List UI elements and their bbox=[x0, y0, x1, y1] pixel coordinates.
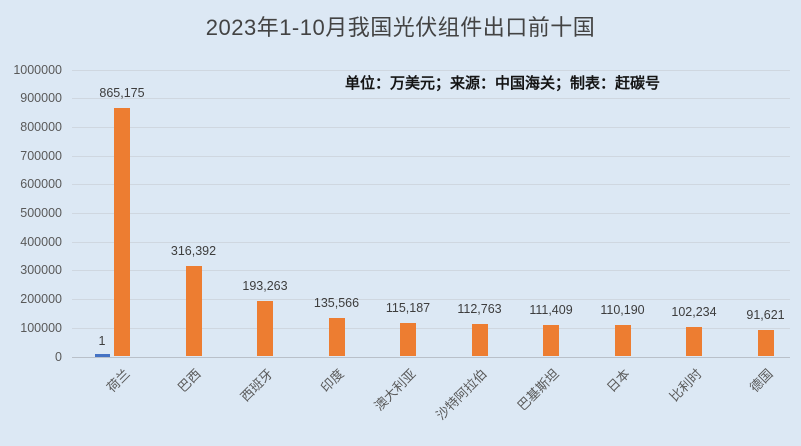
bar-marker-label: 1 bbox=[98, 334, 106, 348]
bar-0 bbox=[114, 108, 130, 357]
gridline bbox=[72, 299, 790, 301]
y-tick-label: 600000 bbox=[20, 177, 62, 192]
bar-value-label: 91,621 bbox=[746, 308, 785, 323]
bar-value-label: 135,566 bbox=[313, 295, 360, 310]
bar-3 bbox=[328, 317, 345, 357]
x-category-label: 巴西 bbox=[175, 366, 205, 396]
y-tick-label: 800000 bbox=[20, 119, 62, 134]
bar-6 bbox=[543, 324, 559, 357]
bar-value-label: 115,187 bbox=[385, 301, 431, 316]
y-tick-label: 100000 bbox=[20, 320, 62, 335]
bar-2 bbox=[257, 301, 273, 357]
bar-4 bbox=[400, 323, 416, 357]
y-tick-label: 300000 bbox=[20, 263, 62, 278]
gridline bbox=[72, 327, 790, 329]
gridline bbox=[72, 213, 790, 214]
x-category-label: 巴基斯坦 bbox=[514, 366, 562, 414]
x-category-label: 沙特阿拉伯 bbox=[433, 366, 491, 423]
bar-value-label: 316,392 bbox=[170, 243, 217, 258]
y-tick-label: 900000 bbox=[20, 91, 62, 106]
bar-marker-0 bbox=[94, 354, 110, 357]
x-category-label: 印度 bbox=[318, 366, 348, 396]
bar-value-label: 193,263 bbox=[242, 279, 288, 294]
y-tick-label: 0 bbox=[55, 349, 62, 364]
gridline bbox=[72, 270, 790, 272]
gridline bbox=[72, 155, 790, 157]
y-tick-label: 1000000 bbox=[13, 62, 62, 77]
gridline bbox=[72, 98, 790, 100]
gridline bbox=[72, 184, 790, 186]
x-category-label: 日本 bbox=[604, 366, 634, 396]
y-tick-label: 500000 bbox=[20, 206, 62, 220]
x-category-label: 西班牙 bbox=[237, 366, 276, 405]
chart-title: 2023年1-10月我国光伏组件出口前十国 bbox=[205, 15, 596, 40]
bar-value-label: 111,409 bbox=[529, 302, 573, 317]
x-category-label: 德国 bbox=[747, 366, 777, 396]
bar-value-label: 865,175 bbox=[99, 86, 145, 101]
bar-value-label: 110,190 bbox=[600, 302, 645, 317]
chart-subtitle: 单位：万美元；来源：中国海关；制表：赶碳号 bbox=[345, 75, 661, 92]
bar-value-label: 112,763 bbox=[457, 302, 502, 317]
y-tick-label: 700000 bbox=[20, 148, 62, 163]
y-tick-label: 400000 bbox=[20, 234, 62, 249]
bar-1 bbox=[185, 265, 202, 357]
gridline bbox=[72, 126, 790, 128]
gridline bbox=[72, 241, 790, 243]
x-axis-line bbox=[72, 356, 790, 358]
y-tick-label: 200000 bbox=[20, 292, 62, 307]
gridline bbox=[72, 69, 790, 71]
bar-8 bbox=[686, 327, 702, 357]
bar-9 bbox=[757, 330, 774, 357]
bar-value-label: 102,234 bbox=[671, 305, 717, 320]
bar-7 bbox=[614, 324, 631, 357]
x-category-label: 澳大利亚 bbox=[371, 366, 419, 414]
bar-5 bbox=[471, 324, 488, 357]
x-category-label: 比利时 bbox=[666, 366, 705, 405]
x-category-label: 荷兰 bbox=[103, 366, 133, 396]
